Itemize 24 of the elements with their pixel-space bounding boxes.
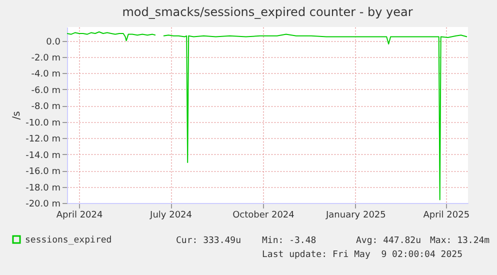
- y-tick-label: -20.0 m: [26, 200, 60, 210]
- x-tick-label: April 2025: [423, 210, 470, 220]
- y-tick-label: -16.0 m: [26, 167, 60, 178]
- text: Max: 13.24m: [430, 236, 490, 246]
- x-tick-label: October 2024: [232, 210, 295, 220]
- x-tick-label: January 2025: [324, 210, 386, 220]
- text: Avg: 447.82u: [356, 236, 422, 246]
- text: Last update: Fri May 9 02:00:04 2025: [262, 250, 462, 260]
- y-tick-label: -14.0 m: [26, 150, 60, 161]
- y-tick-label: 0.0: [46, 37, 61, 48]
- chart-title: mod_smacks/sessions_expired counter - by year: [122, 5, 413, 19]
- y-tick-label: -18.0 m: [26, 183, 60, 194]
- y-tick-label: -2.0 m: [31, 54, 60, 64]
- x-tick-label: April 2024: [56, 210, 103, 220]
- y-tick-label: -12.0 m: [26, 134, 60, 145]
- x-tick-label: July 2024: [149, 210, 192, 220]
- text: Cur: 333.49u: [176, 236, 242, 246]
- y-tick-label: -8.0 m: [31, 102, 60, 112]
- legend-label: sessions_expired: [25, 236, 112, 246]
- y-tick-label: -10.0 m: [26, 118, 60, 128]
- y-axis-title: /s: [12, 111, 23, 120]
- text: Min: -3.48: [262, 236, 316, 246]
- y-tick-label: -4.0 m: [31, 70, 60, 80]
- y-tick-label: -6.0 m: [31, 86, 60, 96]
